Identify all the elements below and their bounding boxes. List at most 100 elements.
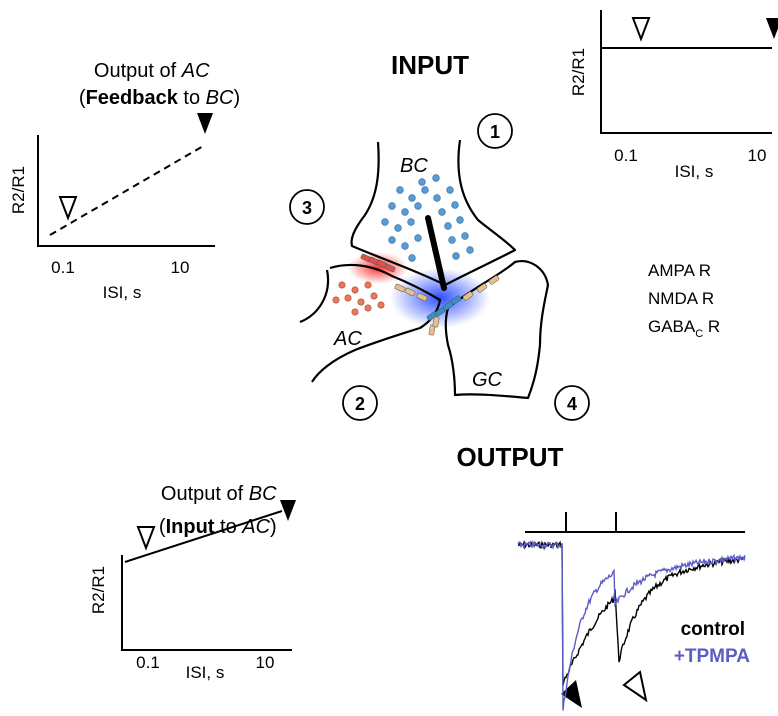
solid-trend xyxy=(124,510,283,563)
step-number: 4 xyxy=(567,394,577,414)
vesicle xyxy=(332,296,340,304)
vesicles xyxy=(332,174,474,316)
heading-input: INPUT xyxy=(391,50,469,80)
axes xyxy=(121,555,292,651)
legend-label: NMDA R xyxy=(648,289,714,308)
cell-label: AC xyxy=(333,328,362,350)
vesicle xyxy=(448,236,456,244)
receptor xyxy=(416,292,428,302)
x-tick-label: 0.1 xyxy=(51,258,75,277)
panel-right: R2/R1 0.1 10 ISI, s xyxy=(569,10,778,181)
cell-label: GC xyxy=(472,369,503,391)
title-part: ( xyxy=(159,516,166,538)
title-part: Input xyxy=(166,516,215,538)
vesicle xyxy=(407,218,415,226)
open-triangle xyxy=(622,670,648,703)
vesicle xyxy=(344,294,352,302)
vesicle xyxy=(396,186,404,194)
current-trace xyxy=(517,539,746,711)
vesicle xyxy=(364,281,372,289)
vesicle xyxy=(451,201,459,209)
title-part: Output of xyxy=(94,60,182,82)
dashed-trend xyxy=(49,144,206,236)
x-tick-label: 0.1 xyxy=(614,146,638,165)
y-label: R2/R1 xyxy=(9,166,28,214)
x-label: ISI, s xyxy=(675,162,714,181)
traces: control +TPMPA xyxy=(517,512,750,711)
title-part: ( xyxy=(79,87,86,109)
legend-label-part: GABA xyxy=(648,317,696,336)
receptor xyxy=(384,263,396,273)
vesicle xyxy=(364,304,372,312)
vesicle xyxy=(456,216,464,224)
vesicle xyxy=(408,254,416,262)
vesicle xyxy=(433,194,441,202)
title-part: to xyxy=(178,87,206,109)
vesicle xyxy=(414,234,422,242)
legend-subscript: C xyxy=(695,328,703,340)
stimulus-line xyxy=(525,512,745,533)
title-part: ) xyxy=(270,516,277,538)
cell-label: BC xyxy=(400,155,428,177)
receptor xyxy=(488,275,500,285)
title-part: to xyxy=(214,516,242,538)
panel-title: Output of BC xyxy=(122,483,304,505)
vesicle xyxy=(421,186,429,194)
vesicle xyxy=(432,174,440,182)
open-triangle xyxy=(631,17,651,42)
vesicle xyxy=(351,308,359,316)
current-trace xyxy=(517,540,746,686)
receptors xyxy=(360,253,500,336)
vesicle xyxy=(418,178,426,186)
synapse: BC AC GC xyxy=(299,139,550,400)
filled-triangle xyxy=(766,18,778,39)
legend-label-part: R xyxy=(703,317,720,336)
receptor xyxy=(394,283,406,293)
title-part: BC xyxy=(206,87,234,109)
vesicle xyxy=(401,208,409,216)
filled-triangle xyxy=(280,500,296,521)
vesicle xyxy=(446,186,454,194)
receptor xyxy=(432,316,440,328)
panel-title: (Feedback to BC) xyxy=(40,87,268,109)
vesicle xyxy=(438,208,446,216)
legend: AMPA R NMDA R GABAC R xyxy=(648,261,720,340)
step-circle xyxy=(289,189,325,225)
step-circle xyxy=(554,385,590,421)
vesicle xyxy=(377,301,385,309)
heading-output: OUTPUT xyxy=(457,442,564,472)
title-part: AC xyxy=(181,60,210,82)
vesicle xyxy=(444,222,452,230)
step-circle xyxy=(477,113,513,149)
step-number: 1 xyxy=(490,122,500,142)
receptor xyxy=(476,283,488,293)
ac-edge xyxy=(299,269,330,324)
vesicle xyxy=(351,286,359,294)
trace-legend: control xyxy=(681,619,745,640)
y-label: R2/R1 xyxy=(89,566,108,614)
vesicle xyxy=(338,281,346,289)
trace-legend: +TPMPA xyxy=(674,646,750,667)
vesicle xyxy=(394,224,402,232)
panel-feedback: Output of AC (Feedback to BC) R2/R1 0.1 … xyxy=(9,60,268,302)
vesicle xyxy=(381,218,389,226)
x-tick-label: 10 xyxy=(748,146,767,165)
x-label: ISI, s xyxy=(186,663,225,682)
x-tick-label: 10 xyxy=(256,653,275,672)
step-number: 3 xyxy=(302,198,312,218)
receptor xyxy=(462,291,474,301)
x-label: ISI, s xyxy=(103,283,142,302)
receptor xyxy=(450,295,462,305)
open-triangle xyxy=(58,196,78,221)
axes xyxy=(37,135,215,247)
title-part: Feedback xyxy=(86,87,179,109)
vesicle xyxy=(466,246,474,254)
title-part: BC xyxy=(249,483,277,505)
gc-outline xyxy=(444,260,550,400)
receptor xyxy=(404,287,416,297)
vesicle xyxy=(401,242,409,250)
legend-label: AMPA R xyxy=(648,261,711,280)
vesicle xyxy=(388,236,396,244)
